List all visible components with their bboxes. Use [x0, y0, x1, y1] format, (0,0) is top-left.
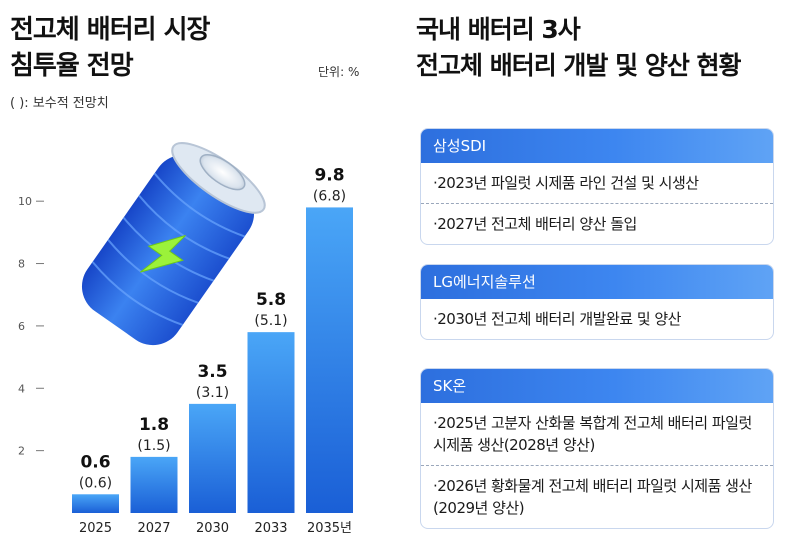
chart-title: 전고체 배터리 시장 침투율 전망 — [10, 12, 210, 84]
bar — [306, 207, 353, 513]
bar-chart: 2 4 6 8 10 0.6 (0.6) 1.8 (1.5) 3.5 (3.1) 5.8 (5.1) 9… — [18, 142, 353, 536]
y-tick-label: 6 — [18, 320, 25, 333]
y-tick-label: 10 — [18, 195, 32, 208]
x-category-label: 2027 — [137, 521, 170, 536]
company-card-sk-on: SK온 ·2025년 고분자 산화물 복합계 전고체 배터리 파일럿 시제품 생… — [420, 368, 774, 529]
bar-conservative-label: (6.8) — [313, 188, 346, 204]
x-category-label: 2025 — [79, 521, 112, 536]
company-card-lg-energy-solution: LG에너지솔루션 ·2030년 전고체 배터리 개발완료 및 양산 — [420, 264, 774, 340]
y-tick-label: 4 — [18, 382, 25, 395]
bar — [189, 403, 236, 513]
y-tick-label: 8 — [18, 258, 25, 271]
company-name: LG에너지솔루션 — [421, 265, 773, 299]
conservative-note: ( ): 보수적 전망치 — [10, 96, 109, 111]
x-category-label: 2035년 — [307, 521, 352, 536]
company-plan-item: ·2027년 전고체 배터리 양산 돌입 — [421, 203, 773, 244]
bar — [72, 494, 119, 513]
company-name: SK온 — [421, 369, 773, 403]
bar-conservative-label: (1.5) — [137, 438, 170, 454]
chart-title-line2: 침투율 전망 — [10, 51, 134, 81]
bar-value-label: 0.6 — [80, 452, 110, 472]
y-tick-label: 2 — [18, 445, 25, 458]
x-category-label: 2033 — [254, 521, 287, 536]
bar-conservative-label: (3.1) — [196, 385, 229, 401]
company-name: 삼성SDI — [421, 129, 773, 163]
unit-label: 단위: % — [318, 65, 360, 79]
status-title: 국내 배터리 3사 전고체 배터리 개발 및 양산 현황 — [416, 12, 742, 84]
company-plan-item: ·2025년 고분자 산화물 복합계 전고체 배터리 파일럿 시제품 생산(20… — [433, 414, 752, 454]
bar — [130, 456, 178, 513]
bar-conservative-label: (0.6) — [79, 475, 112, 491]
bar-value-label: 5.8 — [256, 290, 286, 310]
battery-illustration-icon — [81, 142, 266, 346]
bar — [247, 332, 295, 513]
company-card-samsung-sdi: 삼성SDI ·2023년 파일럿 시제품 라인 건설 및 시생산 ·2027년 … — [420, 128, 774, 245]
company-plan-item: ·2023년 파일럿 시제품 라인 건설 및 시생산 — [433, 174, 699, 192]
bar-value-label: 9.8 — [314, 165, 344, 185]
bar-value-label: 3.5 — [197, 362, 227, 382]
bar-value-label: 1.8 — [139, 415, 169, 435]
bar-conservative-label: (5.1) — [254, 313, 287, 329]
chart-title-line1: 전고체 배터리 시장 — [10, 15, 210, 45]
company-plan-item: ·2026년 황화물계 전고체 배터리 파일럿 시제품 생산(2029년 양산) — [421, 465, 773, 528]
company-plan-item: ·2030년 전고체 배터리 개발완료 및 양산 — [433, 310, 681, 328]
status-title-line2: 전고체 배터리 개발 및 양산 현황 — [416, 51, 742, 80]
status-title-line1: 국내 배터리 3사 — [416, 15, 581, 44]
x-category-label: 2030 — [196, 521, 229, 536]
